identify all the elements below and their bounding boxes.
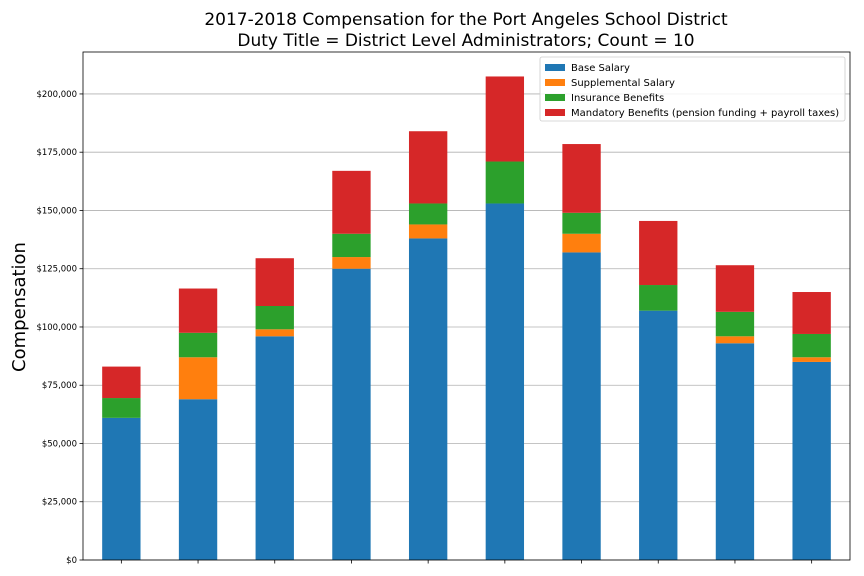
- y-axis-label: Compensation: [9, 242, 30, 372]
- y-tick-label: $175,000: [36, 148, 77, 158]
- bar-segment: [562, 252, 601, 560]
- bar-segment: [408, 203, 448, 225]
- bar-segment: [255, 336, 294, 560]
- bar-segment: [792, 361, 831, 560]
- bar-segment: [715, 336, 755, 344]
- legend-swatch: [545, 64, 565, 71]
- plot-frame: [82, 51, 851, 561]
- bar-segment: [178, 332, 218, 358]
- bar-segment: [332, 257, 371, 269]
- y-tick-label: $0: [66, 556, 77, 566]
- bar-segment: [408, 238, 448, 561]
- bar-segment: [562, 233, 601, 253]
- bar-segment: [408, 224, 448, 239]
- legend-label: Insurance Benefits: [571, 93, 664, 104]
- bar-segment: [715, 343, 755, 560]
- bar-segment: [255, 258, 294, 306]
- bar-segment: [639, 220, 678, 286]
- bar-segment: [715, 265, 755, 312]
- bar-segment: [102, 417, 141, 560]
- bar-segment: [255, 329, 294, 337]
- bar-segment: [639, 310, 678, 560]
- y-tick-label: $100,000: [36, 323, 77, 333]
- bar-segment: [639, 285, 678, 311]
- bar-segment: [485, 203, 525, 560]
- bar-segment: [792, 292, 831, 334]
- bar-segment: [332, 170, 371, 234]
- bar-segment: [178, 399, 218, 560]
- bar-segment: [408, 131, 448, 204]
- bar-segment: [178, 288, 218, 333]
- bar-segment: [485, 161, 525, 204]
- legend-swatch: [545, 79, 565, 86]
- y-tick-label: $25,000: [42, 498, 77, 508]
- bar-segment: [792, 357, 831, 362]
- bar-segment: [178, 357, 218, 400]
- bar-segment: [792, 333, 831, 358]
- legend-swatch: [545, 94, 565, 101]
- chart-subtitle: Duty Title = District Level Administrato…: [237, 31, 694, 51]
- bar-segment: [332, 233, 371, 258]
- y-tick-label: $50,000: [42, 439, 77, 449]
- legend-label: Mandatory Benefits (pension funding + pa…: [571, 108, 839, 119]
- bar-segment: [485, 76, 525, 162]
- bar-segment: [255, 306, 294, 330]
- y-tick-label: $75,000: [42, 381, 77, 391]
- y-tick-label: $200,000: [36, 90, 77, 100]
- y-tick-label: $125,000: [36, 265, 77, 275]
- axes: $0 $25,000 $50,000 $75,000 $100,000 $125,000 $…: [36, 51, 851, 566]
- bar-segment: [102, 398, 141, 418]
- bar-segment: [562, 212, 601, 234]
- legend-swatch: [545, 109, 565, 116]
- y-tick-label: $150,000: [36, 206, 77, 216]
- legend-box: [539, 56, 846, 122]
- legend-label: Base Salary: [571, 63, 630, 74]
- bar-segment: [102, 366, 141, 399]
- chart-title: 2017-2018 Compensation for the Port Ange…: [204, 10, 728, 30]
- bar-segment: [562, 144, 601, 213]
- bar-segment: [715, 311, 755, 337]
- legend: Base Salary Supplemental Salary Insurance …: [539, 56, 846, 122]
- legend-label: Supplemental Salary: [571, 78, 675, 89]
- bar-segment: [332, 268, 371, 560]
- bars: [102, 76, 831, 561]
